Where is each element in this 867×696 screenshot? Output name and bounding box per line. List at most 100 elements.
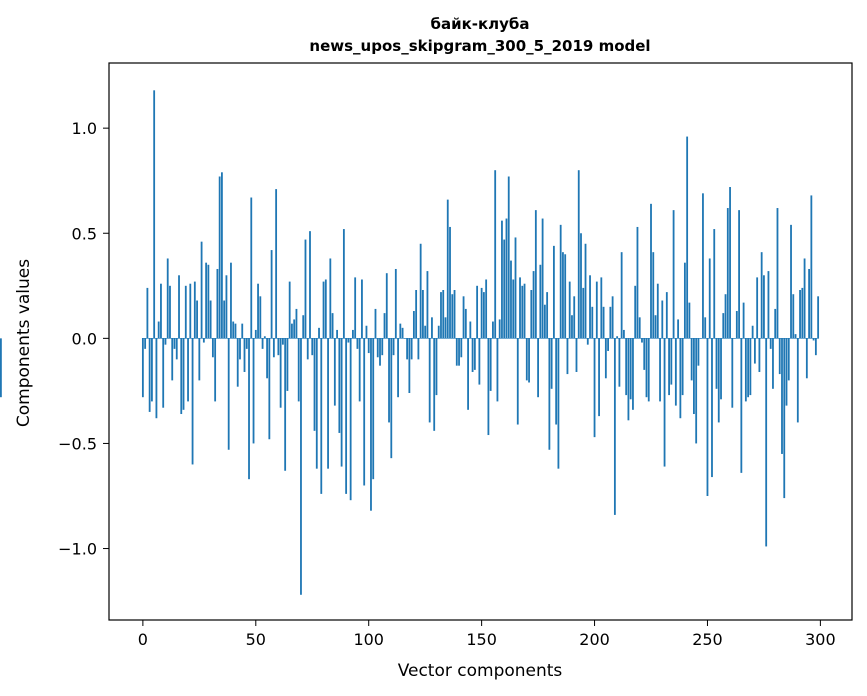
bar [453, 290, 456, 339]
y-axis-ticks: −1.0 −0.5 0.0 0.5 1.0 [58, 119, 109, 559]
bar [760, 252, 763, 339]
bar [604, 338, 607, 379]
bar [552, 245, 555, 339]
bar [313, 338, 316, 431]
bar [331, 313, 334, 339]
bar [523, 283, 526, 339]
bar [618, 338, 621, 387]
bar [722, 313, 725, 339]
bar [645, 338, 648, 398]
bar [729, 187, 731, 339]
bar [629, 338, 632, 400]
bar [559, 224, 562, 339]
bar [320, 338, 323, 494]
bar [686, 136, 689, 339]
bar [763, 275, 765, 339]
bar [187, 338, 189, 402]
bar [591, 306, 594, 339]
bar [243, 338, 246, 372]
bar [778, 338, 781, 375]
bar [568, 281, 571, 339]
bar [731, 338, 734, 408]
bar [433, 338, 436, 431]
bar [516, 338, 519, 425]
bar [241, 323, 244, 339]
bar [157, 321, 160, 339]
bar [223, 300, 226, 339]
bar [202, 338, 205, 343]
bar [239, 338, 241, 360]
bar [446, 199, 449, 339]
bar [426, 271, 429, 339]
bar [261, 338, 264, 349]
y-tick-label: 1.0 [72, 119, 97, 138]
y-axis-label: Components values [14, 259, 34, 427]
bar [812, 338, 815, 341]
x-tick-label: 150 [466, 630, 497, 649]
bar [440, 292, 442, 339]
x-tick-label: 250 [692, 630, 723, 649]
bar [713, 229, 716, 339]
bar [234, 323, 237, 339]
bar [485, 279, 488, 339]
x-tick-label: 100 [353, 630, 384, 649]
bar [148, 338, 151, 412]
bar [322, 281, 325, 339]
bar [715, 338, 718, 389]
bar [272, 338, 275, 358]
bar [505, 218, 508, 339]
bar [501, 220, 503, 339]
chart-title: байк-клуба [430, 15, 529, 33]
bar [623, 329, 625, 339]
bar [218, 176, 221, 339]
bar [164, 338, 167, 345]
bar [419, 243, 422, 339]
bar [543, 304, 546, 339]
bar [146, 287, 149, 339]
bar [519, 277, 521, 339]
bar [435, 338, 438, 396]
bar [370, 338, 372, 511]
bar [634, 285, 637, 339]
bar [799, 290, 801, 339]
bar [227, 338, 230, 450]
bar [363, 338, 366, 486]
bar [245, 338, 248, 349]
bar [792, 294, 795, 339]
bar [670, 338, 673, 385]
bar [415, 290, 418, 339]
bar [171, 338, 174, 381]
bar [381, 338, 384, 356]
bar [338, 338, 341, 433]
bar-series [0, 90, 820, 595]
bar [473, 338, 476, 370]
bar [582, 287, 585, 339]
bar [216, 268, 219, 339]
bar [399, 323, 402, 339]
bar [250, 197, 253, 339]
bar [616, 336, 619, 339]
bar [275, 189, 278, 339]
x-axis-label: Vector components [398, 661, 563, 681]
bar [333, 338, 336, 406]
bar [455, 338, 458, 366]
bar [740, 338, 743, 473]
bar [724, 294, 727, 339]
bar [794, 334, 797, 339]
bar [153, 90, 156, 339]
x-tick-label: 0 [138, 630, 148, 649]
bar [376, 338, 379, 358]
bar [327, 338, 329, 469]
bar [191, 338, 194, 465]
bar [742, 302, 745, 339]
bar [726, 208, 729, 339]
bar [464, 308, 467, 339]
x-tick-label: 300 [805, 630, 836, 649]
bar [539, 264, 542, 339]
bar [498, 319, 501, 339]
plot-area-frame [108, 62, 853, 621]
bar [772, 338, 774, 389]
bar [270, 250, 273, 339]
bar [625, 338, 628, 396]
bar [340, 338, 343, 467]
